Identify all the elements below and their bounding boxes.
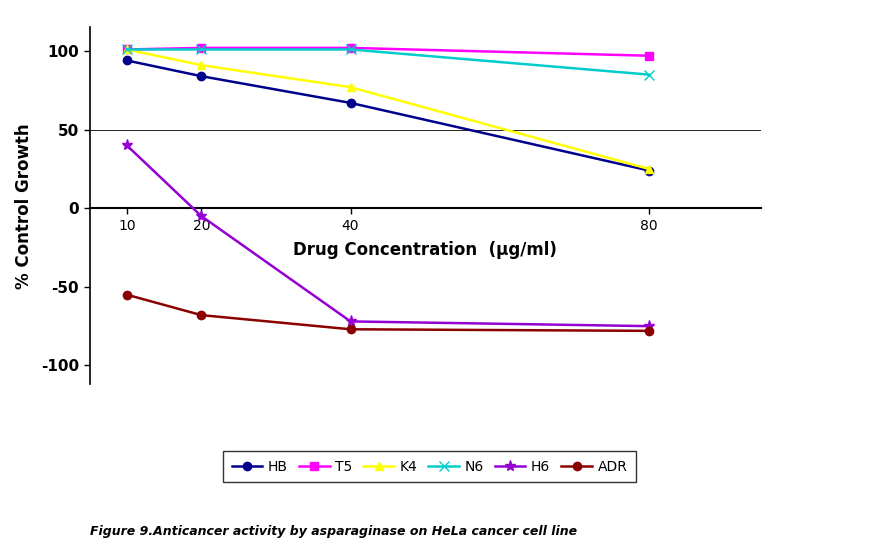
- Text: Figure 9.Anticancer activity by asparaginase on HeLa cancer cell line: Figure 9.Anticancer activity by asparagi…: [89, 525, 576, 538]
- Legend: HB, T5, K4, N6, H6, ADR: HB, T5, K4, N6, H6, ADR: [224, 451, 635, 482]
- X-axis label: Drug Concentration  (μg/ml): Drug Concentration (μg/ml): [293, 241, 556, 259]
- Y-axis label: % Control Growth: % Control Growth: [14, 123, 32, 289]
